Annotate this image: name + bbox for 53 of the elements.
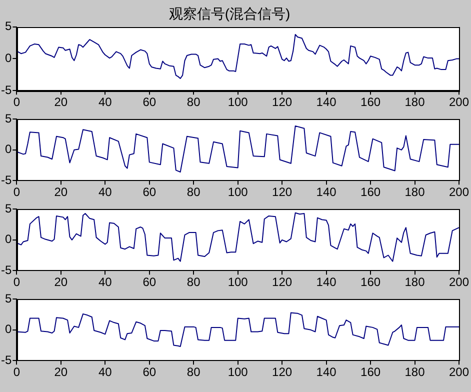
x-tick-label: 200 (448, 365, 470, 380)
x-tick-label: 80 (186, 365, 201, 380)
y-tick-label: 5 (4, 292, 12, 306)
x-tick-label: 60 (142, 185, 156, 200)
y-tick-label: -5 (1, 262, 12, 277)
x-tick-label: 40 (98, 185, 112, 200)
y-tick-label: 5 (4, 202, 12, 216)
x-tick-label: 160 (360, 365, 381, 380)
x-tick-label: 80 (186, 275, 201, 290)
x-tick-label: 140 (316, 95, 337, 110)
x-tick-label: 60 (142, 95, 156, 110)
x-tick-label: 200 (448, 95, 470, 110)
x-tick-label: 80 (186, 185, 201, 200)
x-tick-label: 200 (448, 275, 470, 290)
chart-title: 观察信号(混合信号) (168, 5, 290, 22)
x-tick-label: 100 (228, 95, 248, 110)
x-tick-label: 120 (272, 95, 292, 110)
x-tick-label: 180 (404, 365, 426, 380)
x-tick-label: 140 (316, 185, 337, 200)
y-tick-label: 0 (4, 232, 12, 246)
y-tick-label: 5 (4, 112, 12, 126)
x-tick-label: 140 (316, 275, 337, 290)
x-tick-label: 100 (228, 365, 248, 380)
x-tick-label: 100 (228, 275, 248, 290)
x-tick-label: 40 (98, 275, 112, 290)
x-tick-label: 120 (272, 185, 292, 200)
x-tick-label: 160 (360, 185, 381, 200)
x-tick-label: 80 (186, 95, 201, 110)
x-tick-label: 180 (404, 185, 426, 200)
x-tick-label: 20 (54, 275, 68, 290)
x-tick-label: 120 (272, 275, 292, 290)
x-tick-label: 100 (228, 185, 248, 200)
y-tick-label: -5 (1, 82, 12, 97)
y-tick-label: 0 (4, 322, 12, 336)
x-tick-label: 180 (404, 95, 426, 110)
x-tick-label: 200 (448, 185, 470, 200)
x-tick-label: 180 (404, 275, 426, 290)
x-tick-label: 120 (272, 365, 292, 380)
y-tick-label: 0 (4, 51, 12, 66)
y-tick-label: 5 (4, 19, 12, 34)
x-tick-label: 20 (54, 95, 68, 110)
y-tick-label: 0 (4, 142, 12, 156)
x-tick-label: 40 (98, 95, 112, 110)
x-tick-label: 160 (360, 95, 381, 110)
x-tick-label: 60 (142, 275, 156, 290)
x-tick-label: 60 (142, 365, 156, 380)
x-tick-label: 140 (316, 365, 337, 380)
x-tick-label: 20 (54, 185, 68, 200)
x-tick-label: 160 (360, 275, 381, 290)
x-tick-label: 20 (54, 365, 68, 380)
y-tick-label: -5 (1, 352, 12, 367)
x-tick-label: 40 (98, 365, 112, 380)
y-tick-label: -5 (1, 172, 12, 187)
